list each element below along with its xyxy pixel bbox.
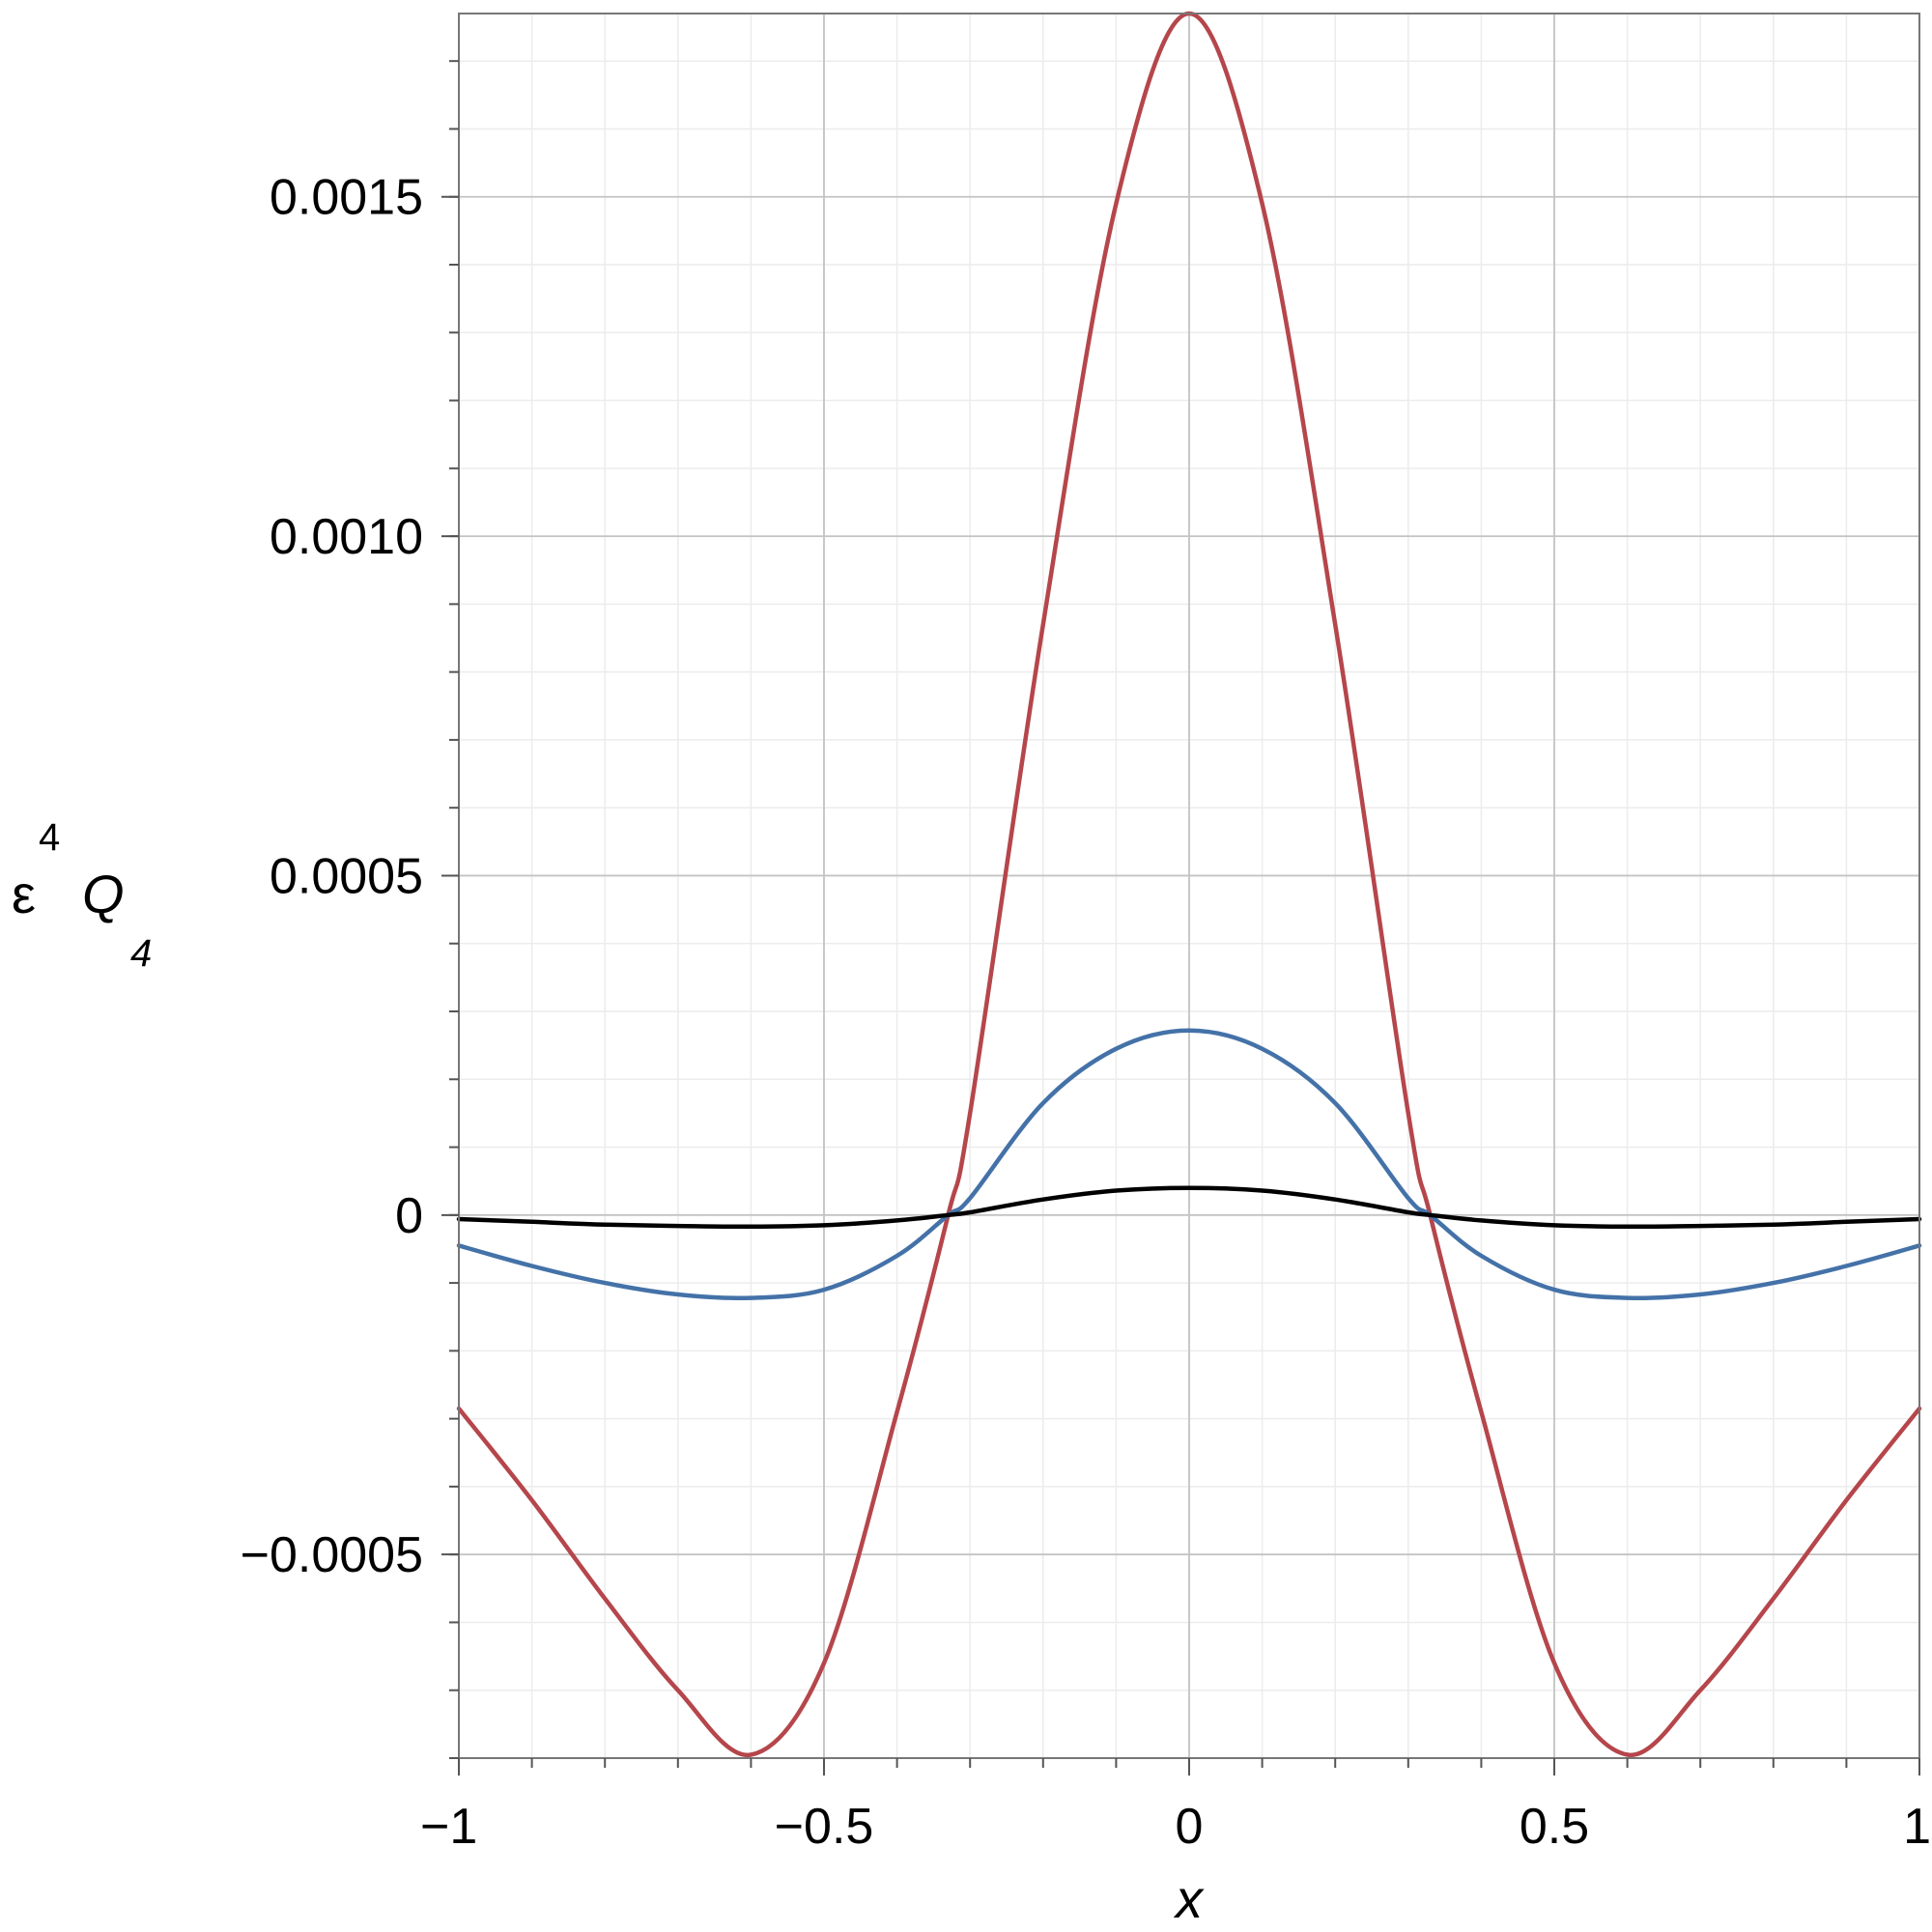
y-axis-label-base-superscript: 4: [39, 816, 60, 859]
x-tick-label: −1: [420, 1799, 477, 1855]
tick-labels: −1 −0.5 0 0.5 1 −0.0005 0 0.0005 0.0010 0.0015: [241, 170, 1931, 1855]
y-axis-label-base: ε: [12, 864, 36, 924]
x-tick-label: 1: [1903, 1799, 1931, 1855]
x-tick-label: −0.5: [775, 1799, 874, 1855]
y-axis-label-symbol-subscript: 4: [130, 932, 152, 975]
y-tick-label: 0.0015: [270, 170, 423, 226]
x-axis-label: x: [1173, 1868, 1205, 1929]
y-axis-label: ε 4 Q 4: [12, 816, 152, 975]
series-line-2: [456, 1028, 1922, 1301]
y-tick-label: 0.0010: [270, 509, 423, 565]
axis-ticks: [441, 60, 1920, 1776]
y-tick-label: −0.0005: [241, 1527, 423, 1583]
x-tick-label: 0.5: [1520, 1799, 1589, 1855]
y-tick-label: 0.0005: [270, 848, 423, 904]
x-tick-label: 0: [1176, 1799, 1204, 1855]
series-line-3: [456, 1185, 1922, 1230]
y-tick-label: 0: [395, 1188, 423, 1244]
y-axis-label-symbol: Q: [82, 864, 125, 924]
